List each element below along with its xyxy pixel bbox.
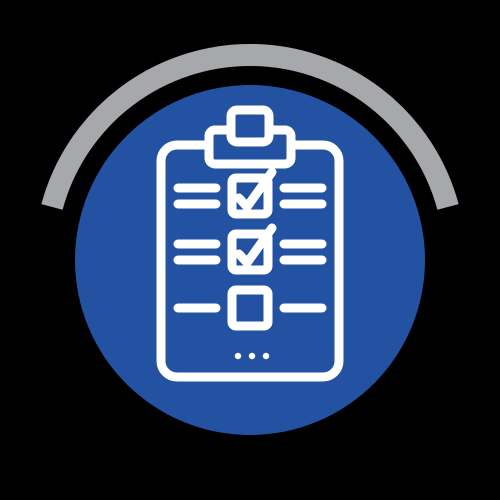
ellipsis-dot-1 xyxy=(235,353,241,359)
clipboard-clip-tab xyxy=(231,110,269,142)
infographic-stage xyxy=(0,0,500,500)
ellipsis-dot-2 xyxy=(249,353,255,359)
clipboard-graphic xyxy=(0,0,500,500)
ellipsis-dot-3 xyxy=(263,353,269,359)
